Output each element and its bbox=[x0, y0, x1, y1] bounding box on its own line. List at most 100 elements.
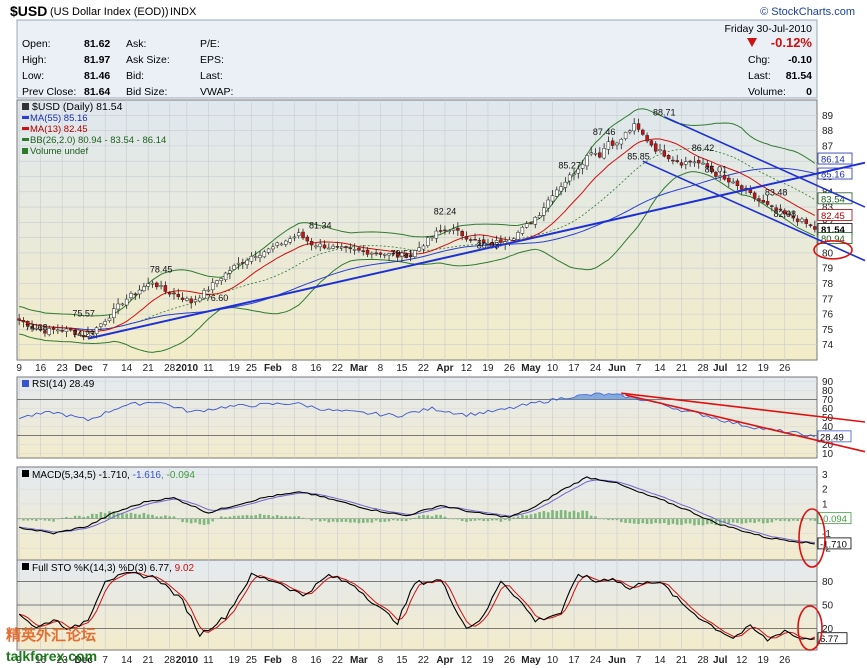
candle-body bbox=[718, 175, 722, 178]
price-y-tick-label: 79 bbox=[822, 264, 834, 275]
macd-hist-bar bbox=[90, 513, 94, 519]
candle-body bbox=[56, 329, 60, 332]
macd-hist-bar bbox=[499, 518, 503, 522]
candle-body bbox=[735, 180, 740, 186]
macd-y-tick-label: 2 bbox=[822, 485, 828, 496]
x-tick-label: Jun bbox=[608, 655, 626, 666]
macd-hist-bar bbox=[413, 517, 417, 519]
x-tick-label: 17 bbox=[568, 655, 580, 666]
watermark-url: talkforex.com bbox=[6, 648, 97, 664]
macd-hist-bar bbox=[361, 518, 365, 523]
exchange-label: INDX bbox=[170, 6, 197, 18]
legend-rsi-swatch bbox=[22, 380, 29, 387]
candle-body bbox=[443, 229, 447, 232]
rsi-y-tick-label: 10 bbox=[822, 449, 834, 460]
candle-body bbox=[731, 181, 735, 184]
macd-hist-bar bbox=[602, 518, 606, 520]
x-tick-label: 22 bbox=[418, 655, 430, 666]
price-legend: $USD (Daily) 81.54 MA(55) 85.16 MA(13) 8… bbox=[22, 101, 166, 157]
macd-hist-bar bbox=[628, 518, 632, 524]
macd-hist-bar bbox=[86, 516, 90, 519]
macd-hist-bar bbox=[680, 518, 683, 525]
macd-hist-bar bbox=[103, 513, 107, 519]
x-tick-label: 10 bbox=[547, 363, 559, 374]
candle-body bbox=[301, 231, 305, 239]
candle-body bbox=[512, 238, 516, 241]
legend-rsi: RSI(14) 28.49 bbox=[32, 379, 95, 390]
candle-body bbox=[400, 252, 404, 258]
macd-hist-bar bbox=[43, 518, 47, 521]
macd-hist-bar bbox=[744, 518, 748, 524]
bid-label: Bid: bbox=[126, 70, 144, 82]
macd-hist-bar bbox=[198, 518, 202, 525]
legend-bb: BB(26,2.0) 80.94 - 83.54 - 86.14 bbox=[30, 135, 166, 146]
macd-hist-bar bbox=[688, 518, 692, 524]
candle-body bbox=[64, 328, 69, 332]
x-tick-label: 26 bbox=[779, 655, 791, 666]
macd-hist-bar bbox=[783, 518, 787, 521]
legend-macd-swatch bbox=[22, 470, 29, 477]
x-tick-label: 26 bbox=[504, 363, 516, 374]
candle-body bbox=[266, 248, 271, 253]
sto-last-box bbox=[817, 632, 848, 645]
candle-body bbox=[550, 195, 555, 202]
chg-value: -0.10 bbox=[788, 54, 812, 66]
macd-hist-bar bbox=[607, 518, 610, 521]
price-annotation: 82.08 bbox=[773, 209, 796, 219]
macd-hist-bar bbox=[581, 510, 584, 519]
trendline-overlays bbox=[87, 116, 866, 651]
candle-body bbox=[327, 247, 331, 250]
candle-body bbox=[275, 242, 279, 246]
x-tick-label: 22 bbox=[332, 655, 344, 666]
candle-body bbox=[671, 159, 675, 162]
candle-body bbox=[645, 135, 649, 142]
rsi-series bbox=[17, 392, 817, 438]
macd-hist-bar bbox=[792, 518, 795, 521]
x-tick-label: 22 bbox=[332, 363, 344, 374]
candle-body bbox=[137, 289, 142, 295]
price-annotation: 82.24 bbox=[434, 207, 457, 217]
rsi-y-tick-label: 70 bbox=[822, 395, 834, 406]
x-tick-label: 12 bbox=[736, 655, 748, 666]
candle-body bbox=[434, 230, 439, 239]
candle-body bbox=[778, 208, 783, 211]
candle-body bbox=[486, 243, 490, 245]
macd-hist-bar bbox=[516, 516, 520, 519]
candle-body bbox=[189, 298, 193, 303]
x-tick-label: Dec bbox=[74, 363, 93, 374]
macd-y-tick-label: 1 bbox=[822, 499, 828, 510]
macd-hist-bar bbox=[383, 518, 387, 522]
candle-body bbox=[296, 232, 301, 237]
x-tick-label: 24 bbox=[590, 363, 602, 374]
macd-hist-bar bbox=[576, 512, 580, 519]
macd-hist-bar bbox=[727, 518, 731, 524]
macd-hist-bar bbox=[297, 516, 301, 519]
candle-body bbox=[555, 189, 559, 197]
macd-hist-bar bbox=[17, 518, 21, 520]
x-tick-label: 17 bbox=[568, 363, 580, 374]
candle-body bbox=[679, 162, 684, 166]
x-tick-label: 26 bbox=[504, 655, 516, 666]
candle-body bbox=[666, 155, 671, 160]
rsi-line bbox=[19, 392, 815, 438]
macd-hist-bar bbox=[671, 518, 675, 524]
axis-labels: 7475767778798081828384858687888999161623… bbox=[16, 111, 853, 666]
macd-hist-bar bbox=[112, 511, 116, 519]
candle-body bbox=[133, 293, 138, 296]
macd-hist-bar bbox=[211, 518, 214, 522]
macd-hist-bar bbox=[237, 515, 240, 519]
macd-hist-bar bbox=[486, 518, 490, 522]
macd-hist-bar bbox=[121, 513, 124, 519]
price-right-label: 83.54 bbox=[821, 194, 845, 205]
macd-hist-bar bbox=[731, 518, 735, 523]
macd-hist-bar bbox=[594, 516, 597, 519]
macd-hist-bar bbox=[813, 518, 817, 521]
price-annotation: 79.51 bbox=[391, 248, 414, 258]
macd-last-box bbox=[817, 512, 852, 525]
candle-body bbox=[404, 254, 408, 258]
x-tick-label: 28 bbox=[164, 363, 176, 374]
legend-bb-swatch bbox=[22, 138, 29, 141]
macd-hist-bar bbox=[47, 518, 51, 521]
legend-macd-hist: , -0.094 bbox=[161, 470, 195, 481]
candle-body bbox=[791, 215, 796, 219]
